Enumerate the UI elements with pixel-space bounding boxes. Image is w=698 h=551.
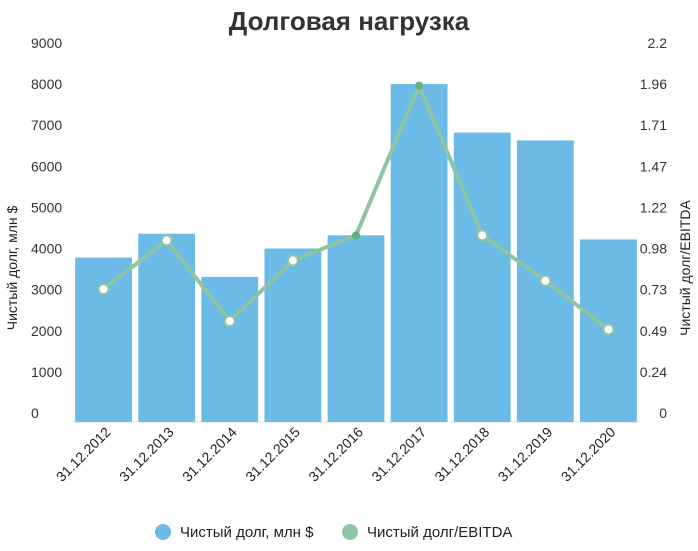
bar: [138, 233, 196, 422]
legend: Чистый долг, млн $ Чистый долг/EBITDA: [155, 524, 512, 541]
left-tick-label: 4000: [31, 241, 62, 257]
legend-label-bar: Чистый долг, млн $: [180, 524, 314, 541]
line-point: [476, 229, 489, 242]
line-point: [286, 254, 299, 267]
line-point: [160, 234, 173, 247]
right-tick-label: 1.96: [640, 76, 667, 92]
right-axis-ticks: 0 0.24 0.49 0.73 0.98 1.22 1.47 1.71 1.96 2.2: [640, 35, 667, 421]
right-tick-label: 1.22: [640, 199, 667, 215]
bar: [264, 248, 322, 422]
bar: [75, 257, 132, 422]
line-point: [415, 81, 424, 90]
line-point: [602, 323, 615, 336]
line-point: [223, 315, 236, 328]
x-tick-label: 31.12.2012: [53, 424, 114, 485]
left-tick-label: 2000: [31, 323, 62, 339]
right-tick-label: 2.2: [648, 35, 668, 51]
bar-series: [75, 84, 637, 423]
right-tick-label: 0.49: [640, 323, 667, 339]
left-tick-label: 6000: [31, 158, 62, 174]
right-axis-label: Чистый долг/EBITDA: [677, 199, 693, 335]
left-tick-label: 8000: [31, 76, 62, 92]
x-tick-label: 31.12.2018: [431, 424, 492, 485]
chart-title: Долговая нагрузка: [229, 6, 470, 36]
bar: [390, 84, 448, 423]
left-axis-label: Чистый долг, млн $: [4, 206, 20, 331]
bar: [327, 235, 385, 422]
x-tick-label: 31.12.2017: [368, 424, 429, 485]
legend-marker-bar: [155, 524, 171, 540]
x-axis-ticks: 31.12.2012 31.12.2013 31.12.2014 31.12.2015…: [53, 424, 619, 485]
legend-marker-line: [342, 524, 358, 540]
right-tick-label: 0: [659, 405, 667, 421]
right-tick-label: 1.47: [640, 158, 667, 174]
x-tick-label: 31.12.2015: [242, 424, 303, 485]
left-tick-label: 7000: [31, 117, 62, 133]
right-tick-label: 0.98: [640, 241, 667, 257]
left-tick-label: 1000: [31, 364, 62, 380]
bar: [453, 132, 511, 423]
x-tick-label: 31.12.2020: [558, 424, 619, 485]
left-tick-label: 5000: [31, 199, 62, 215]
x-tick-label: 31.12.2016: [305, 424, 366, 485]
line-point: [97, 283, 110, 296]
left-tick-label: 0: [31, 405, 39, 421]
left-tick-label: 9000: [31, 35, 62, 51]
right-tick-label: 0.24: [640, 364, 667, 380]
x-tick-label: 31.12.2014: [179, 424, 240, 485]
right-tick-label: 0.73: [640, 282, 667, 298]
line-point: [539, 274, 552, 287]
legend-label-line: Чистый долг/EBITDA: [367, 524, 512, 541]
line-point: [352, 231, 360, 240]
right-tick-label: 1.71: [640, 117, 667, 133]
left-tick-label: 3000: [31, 282, 62, 298]
x-tick-label: 31.12.2013: [116, 424, 177, 485]
left-axis-ticks: 0 1000 2000 3000 4000 5000 6000 7000 8000 9000: [31, 35, 62, 421]
x-tick-label: 31.12.2019: [495, 424, 556, 485]
line-series: [97, 81, 615, 336]
